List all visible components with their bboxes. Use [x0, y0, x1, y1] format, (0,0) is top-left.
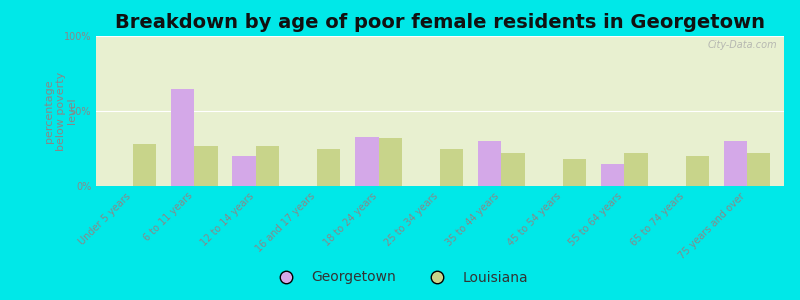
- Bar: [194, 146, 218, 186]
- Title: Breakdown by age of poor female residents in Georgetown: Breakdown by age of poor female resident…: [115, 13, 765, 32]
- Y-axis label: percentage
below poverty
level: percentage below poverty level: [44, 71, 78, 151]
- Legend: Georgetown, Louisiana: Georgetown, Louisiana: [266, 265, 534, 290]
- Bar: [747, 153, 770, 186]
- Bar: [686, 156, 709, 186]
- Bar: [378, 138, 402, 186]
- Bar: [256, 146, 279, 186]
- Bar: [317, 148, 341, 186]
- Text: City-Data.com: City-Data.com: [707, 40, 777, 50]
- Bar: [232, 156, 256, 186]
- Bar: [563, 159, 586, 186]
- Bar: [440, 148, 463, 186]
- Bar: [724, 141, 747, 186]
- Bar: [133, 144, 156, 186]
- Bar: [478, 141, 502, 186]
- Bar: [624, 153, 648, 186]
- Bar: [171, 88, 194, 186]
- Bar: [355, 136, 378, 186]
- Bar: [502, 153, 525, 186]
- Bar: [601, 164, 624, 186]
